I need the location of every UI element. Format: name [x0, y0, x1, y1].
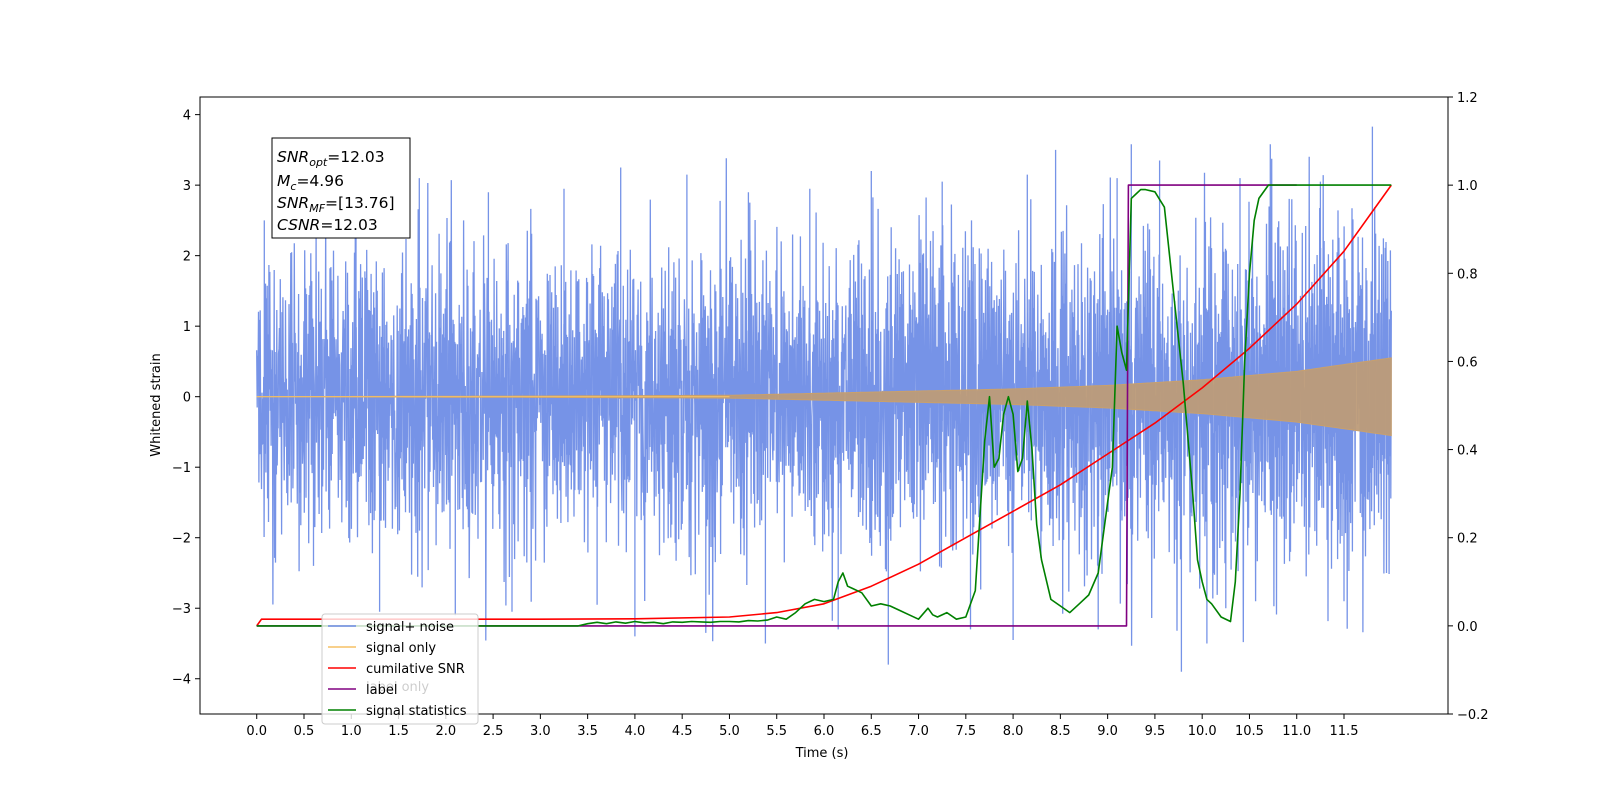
x-tick-label: 5.0	[719, 724, 740, 739]
x-tick-label: 7.5	[955, 724, 976, 739]
x-tick-label: 0.0	[246, 724, 267, 739]
x-tick-label: 4.0	[625, 724, 646, 739]
y2-tick-label: −0.2	[1457, 708, 1489, 723]
y-tick-label: −4	[172, 673, 191, 688]
series-signal-statistics	[256, 184, 1392, 627]
series-signal-noise	[256, 126, 1392, 672]
y-axis-title: Whitened strain	[149, 353, 164, 456]
x-tick-label: 4.5	[672, 724, 693, 739]
legend-frame	[321, 613, 479, 725]
x-tick-label: 11.0	[1282, 724, 1311, 739]
x-tick-label: 9.0	[1097, 724, 1118, 739]
y-tick-label: 3	[183, 179, 191, 194]
x-tick-label: 10.5	[1235, 724, 1264, 739]
y-tick-label: −2	[172, 532, 191, 547]
x-axis-title: Time (s)	[795, 746, 849, 761]
x-tick-label: 5.5	[766, 724, 787, 739]
annotation-snr-mf: SNRMF=[13.76]	[277, 194, 395, 215]
x-tick-label: 8.0	[1003, 724, 1024, 739]
annotation-box: SNRopt=12.03 Mc=4.96 SNRMF=[13.76] CSNR=…	[271, 137, 411, 239]
y-tick-label: 0	[183, 391, 191, 406]
y2-tick-label: 0.0	[1457, 620, 1478, 635]
y2-tick-label: 0.4	[1457, 444, 1478, 459]
legend-hidden-text: label only	[366, 680, 429, 695]
legend-label-signal-noise: signal+ noise	[366, 620, 454, 635]
x-tick-label: 8.5	[1050, 724, 1071, 739]
series-label	[256, 184, 1297, 627]
y-tick-label: −3	[172, 602, 191, 617]
y-tick-label: −1	[172, 461, 191, 476]
annotation-frame	[271, 137, 411, 239]
y2-tick-label: 1.0	[1457, 179, 1478, 194]
x-tick-label: 7.0	[908, 724, 929, 739]
y2-tick-label: 0.8	[1457, 267, 1478, 282]
x-tick-label: 9.5	[1145, 724, 1166, 739]
y-tick-label: 4	[183, 109, 191, 124]
series-signal-only	[256, 357, 1392, 437]
x-tick-label: 6.5	[861, 724, 882, 739]
x-tick-label: 1.5	[388, 724, 409, 739]
annotation-snr-opt: SNRopt=12.03	[277, 148, 385, 169]
x-tick-label: 2.5	[483, 724, 504, 739]
annotation-chirp-mass: Mc=4.96	[277, 172, 344, 193]
y2-tick-label: 1.2	[1457, 91, 1478, 106]
x-tick-label: 10.0	[1188, 724, 1217, 739]
legend-label-signal-statistics: signal statistics	[366, 704, 467, 719]
legend: label only signal+ noise signal only cum…	[321, 613, 479, 725]
y-tick-label: 2	[183, 250, 191, 265]
x-tick-label: 3.0	[530, 724, 551, 739]
legend-label-cumulative-snr: cumilative SNR	[366, 662, 465, 677]
y2-tick-label: 0.6	[1457, 355, 1478, 370]
x-tick-label: 2.0	[435, 724, 456, 739]
x-tick-label: 3.5	[577, 724, 598, 739]
annotation-csnr: CSNR=12.03	[277, 216, 378, 234]
x-tick-label: 11.5	[1330, 724, 1359, 739]
y-tick-label: 1	[183, 320, 191, 335]
legend-label-signal-only: signal only	[366, 641, 436, 656]
legend-label-label: label	[366, 683, 397, 698]
x-tick-label: 1.0	[341, 724, 362, 739]
x-tick-label: 0.5	[294, 724, 315, 739]
x-tick-label: 6.0	[814, 724, 835, 739]
y2-tick-label: 0.2	[1457, 532, 1478, 547]
